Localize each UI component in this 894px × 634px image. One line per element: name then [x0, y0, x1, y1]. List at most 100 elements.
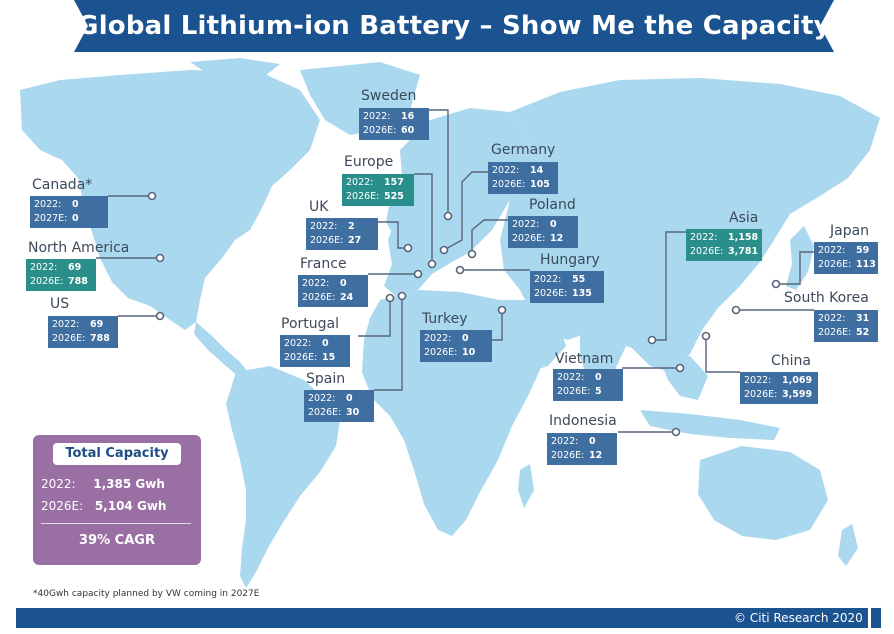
north-america-landmass — [20, 70, 320, 330]
row-label: 2026E: — [818, 259, 852, 270]
row-value: 16 — [401, 111, 415, 122]
row-label: 2022: — [310, 221, 338, 232]
row-value: 27 — [348, 235, 362, 246]
region-label-china: China — [771, 353, 811, 369]
europe-landmass — [384, 108, 530, 298]
marker-poland — [467, 249, 477, 259]
indonesia-landmass — [640, 410, 780, 440]
row-value: 69 — [68, 262, 82, 273]
region-box-vietnam: 2022: 0 2026E: 5 — [553, 369, 623, 401]
row-label: 2022: — [818, 313, 846, 324]
row-value: 135 — [572, 288, 592, 299]
arabia-landmass — [500, 300, 566, 372]
row-value: 3,781 — [728, 246, 759, 257]
total-2022-value: 1,385 Gwh — [93, 477, 165, 491]
region-box-japan: 2022: 59 2026E: 113 — [814, 242, 878, 274]
row-label: 2026E: — [557, 386, 591, 397]
row-label: 2022: — [30, 262, 58, 273]
row-label: 2022: — [690, 232, 718, 243]
row-label: 2022: — [284, 338, 312, 349]
marker-europe — [427, 259, 437, 269]
region-label-uk: UK — [309, 199, 329, 215]
region-box-europe: 2022: 157 2026E: 525 — [342, 174, 414, 206]
row-label: 2026E: — [363, 125, 397, 136]
row-label: 2022: — [512, 219, 540, 230]
region-label-turkey: Turkey — [422, 311, 468, 327]
row-value: 12 — [589, 450, 603, 461]
region-label-sweden: Sweden — [361, 88, 417, 104]
region-box-hungary: 2022: 55 2026E: 135 — [530, 271, 604, 303]
marker-germany — [439, 245, 449, 255]
region-box-france: 2022: 0 2026E: 24 — [298, 275, 368, 307]
row-value: 24 — [340, 292, 354, 303]
row-value: 113 — [856, 259, 876, 270]
row-label: 2026E: — [302, 292, 336, 303]
row-label: 2022: — [346, 177, 374, 188]
row-value: 0 — [346, 393, 353, 404]
row-value: 55 — [572, 274, 586, 285]
row-value: 15 — [322, 352, 336, 363]
row-label: 2026E: — [690, 246, 724, 257]
region-box-china: 2022: 1,069 2026E: 3,599 — [740, 372, 818, 404]
marker-turkey — [497, 305, 507, 315]
row-value: 105 — [530, 179, 550, 190]
region-box-north-america: 2022: 69 2026E: 788 — [26, 259, 96, 291]
row-label: 2026E: — [30, 276, 64, 287]
region-box-turkey: 2022: 0 2026E: 10 — [420, 330, 492, 362]
marker-hungary — [455, 265, 465, 275]
row-label: 2022: — [363, 111, 391, 122]
region-label-spain: Spain — [306, 371, 346, 387]
row-label: 2022: — [52, 319, 80, 330]
region-label-south-korea: South Korea — [784, 290, 869, 306]
footer-tail — [871, 608, 881, 628]
region-label-hungary: Hungary — [540, 252, 600, 268]
region-box-us: 2022: 69 2026E: 788 — [48, 316, 118, 348]
row-label: 2026E: — [551, 450, 585, 461]
total-divider — [41, 523, 191, 524]
row-label: 2026E: — [424, 347, 458, 358]
row-value: 0 — [340, 278, 347, 289]
row-value: 3,599 — [782, 389, 813, 400]
row-value: 157 — [384, 177, 404, 188]
row-value: 30 — [346, 407, 360, 418]
row-label: 2022: — [308, 393, 336, 404]
region-label-asia: Asia — [729, 210, 759, 226]
row-value: 788 — [90, 333, 110, 344]
row-value: 1,158 — [728, 232, 759, 243]
region-box-sweden: 2022: 16 2026E: 60 — [359, 108, 429, 140]
region-box-spain: 2022: 0 2026E: 30 — [304, 390, 374, 422]
marker-canada — [147, 191, 157, 201]
region-label-germany: Germany — [491, 142, 556, 158]
row-value: 10 — [462, 347, 476, 358]
row-value: 0 — [72, 213, 79, 224]
row-label: 2026E: — [744, 389, 778, 400]
marker-north-america — [155, 253, 165, 263]
row-value: 69 — [90, 319, 104, 330]
row-label: 2022: — [492, 165, 520, 176]
marker-vietnam — [675, 363, 685, 373]
row-value: 525 — [384, 191, 404, 202]
marker-uk — [403, 243, 413, 253]
row-value: 0 — [462, 333, 469, 344]
row-value: 5 — [595, 386, 602, 397]
marker-china — [701, 331, 711, 341]
row-label: 2026E: — [512, 233, 546, 244]
row-value: 1,069 — [782, 375, 813, 386]
marker-asia — [647, 335, 657, 345]
footer-bar — [16, 608, 728, 628]
row-label: 2026E: — [308, 407, 342, 418]
region-box-asia: 2022: 1,158 2026E: 3,781 — [686, 229, 762, 261]
row-label: 2022: — [534, 274, 562, 285]
region-box-canada: 2022: 0 2027E: 0 — [30, 196, 108, 228]
row-label: 2022: — [34, 199, 62, 210]
row-label: 2026E: — [534, 288, 568, 299]
footnote: *40Gwh capacity planned by VW coming in … — [33, 589, 260, 599]
region-label-vietnam: Vietnam — [555, 351, 614, 367]
total-cagr: 39% CAGR — [79, 533, 155, 548]
row-value: 12 — [550, 233, 564, 244]
arctic-islands — [190, 58, 280, 82]
total-capacity-title: Total Capacity — [53, 443, 181, 465]
row-value: 0 — [589, 436, 596, 447]
total-2022-line: 2022: 1,385 Gwh — [41, 477, 165, 491]
